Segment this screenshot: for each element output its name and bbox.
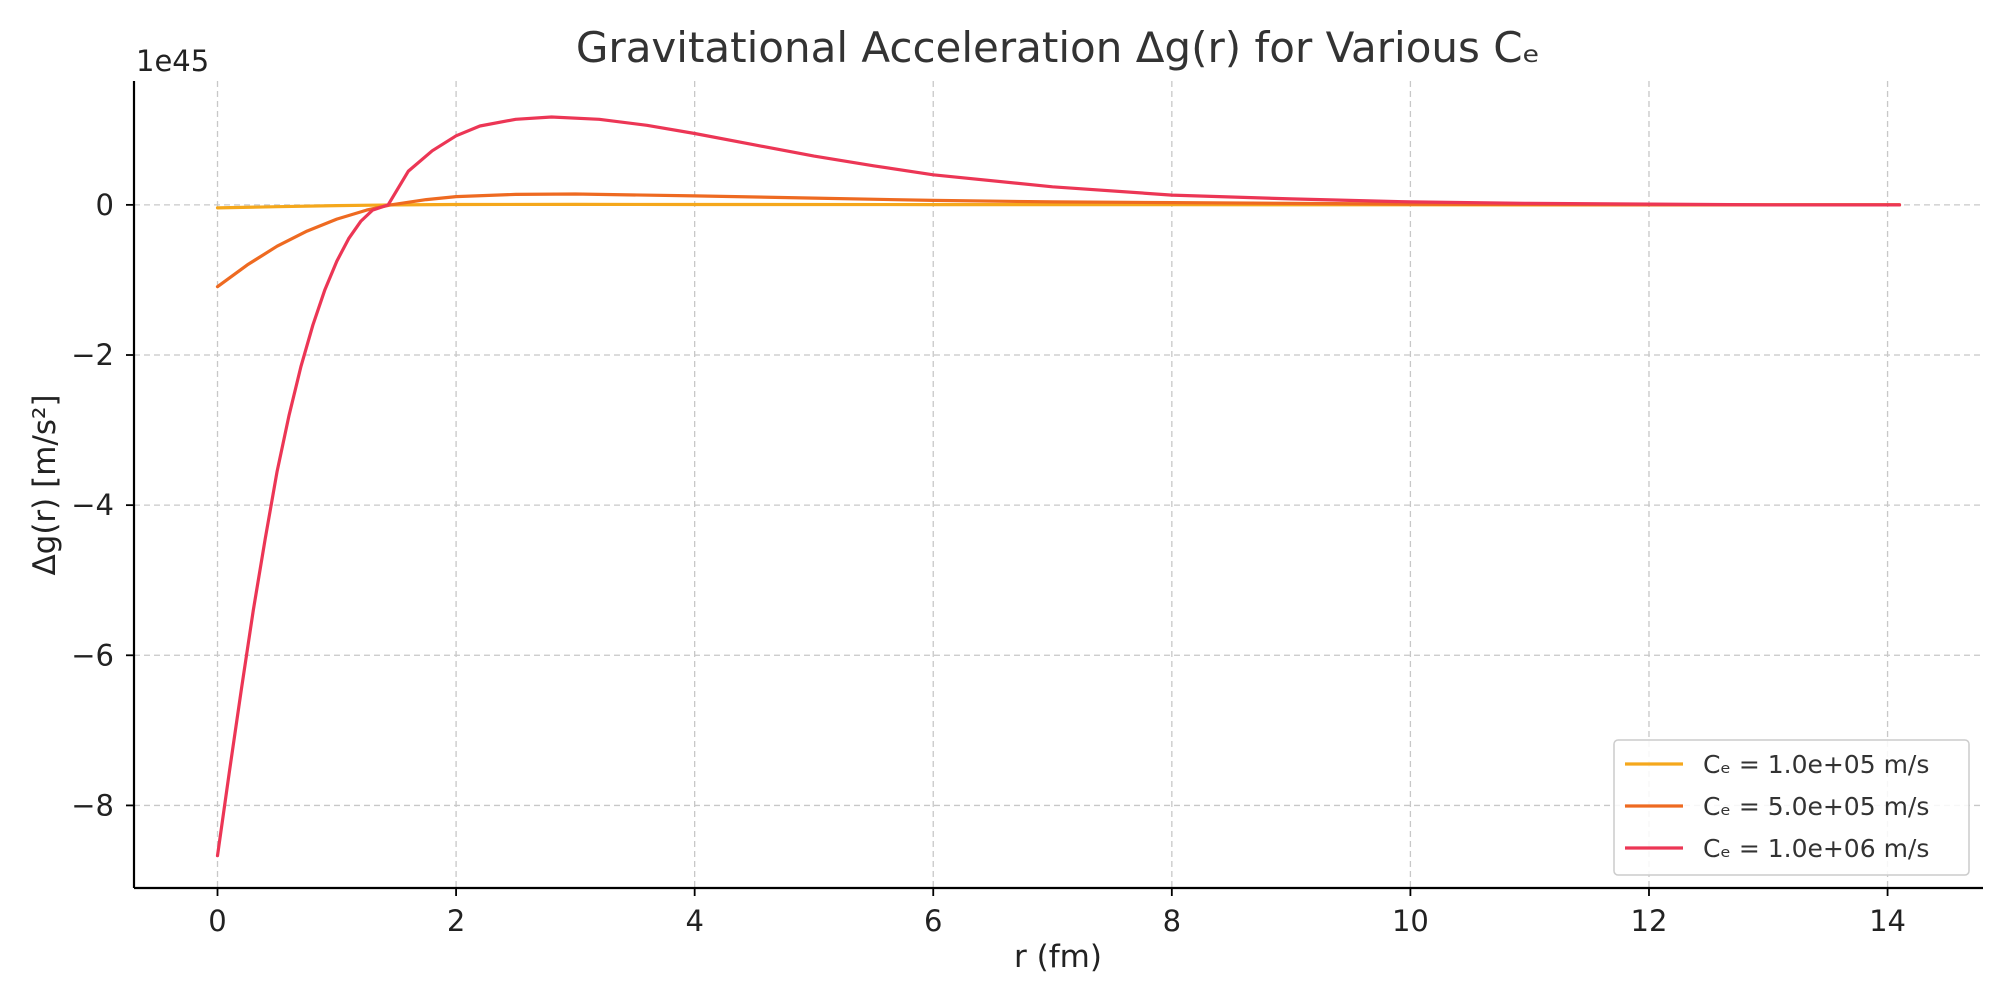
legend-label: Cₑ = 1.0e+06 m/s: [1703, 834, 1929, 863]
y-tick-label: −8: [71, 788, 114, 822]
x-axis-label: r (fm): [1014, 939, 1102, 975]
x-tick-label: 10: [1392, 904, 1429, 938]
x-tick-label: 0: [208, 904, 226, 938]
legend-box: [1613, 739, 1970, 876]
y-axis-offset-label: 1e45: [136, 44, 209, 78]
legend-label: Cₑ = 5.0e+05 m/s: [1703, 792, 1929, 821]
x-tick-label: 14: [1869, 904, 1906, 938]
y-tick-label: −2: [71, 338, 114, 372]
y-tick-label: −4: [71, 488, 114, 522]
x-tick-label: 6: [924, 904, 942, 938]
y-tick-label: 0: [96, 188, 114, 222]
legend: Cₑ = 1.0e+05 m/s Cₑ = 5.0e+05 m/s Cₑ = 1…: [1613, 739, 1970, 876]
x-tick-label: 2: [447, 904, 465, 938]
series-line: [215, 115, 1902, 858]
x-tick-label: 12: [1631, 904, 1668, 938]
axes: [132, 81, 1983, 890]
plot-series: [215, 115, 1902, 858]
y-tick-label: −6: [71, 638, 114, 672]
legend-label: Cₑ = 1.0e+05 m/s: [1703, 750, 1929, 779]
chart-title: Gravitational Acceleration Δg(r) for Var…: [576, 23, 1540, 72]
series-line: [215, 192, 1902, 289]
x-tick-label: 8: [1163, 904, 1181, 938]
y-axis-label: Δg(r) [m/s²]: [27, 394, 63, 575]
x-tick-label: 4: [685, 904, 703, 938]
tick-labels: 0 2 4 6 8 10 12 14 0 −2 −4 −6 −8: [71, 188, 1906, 938]
